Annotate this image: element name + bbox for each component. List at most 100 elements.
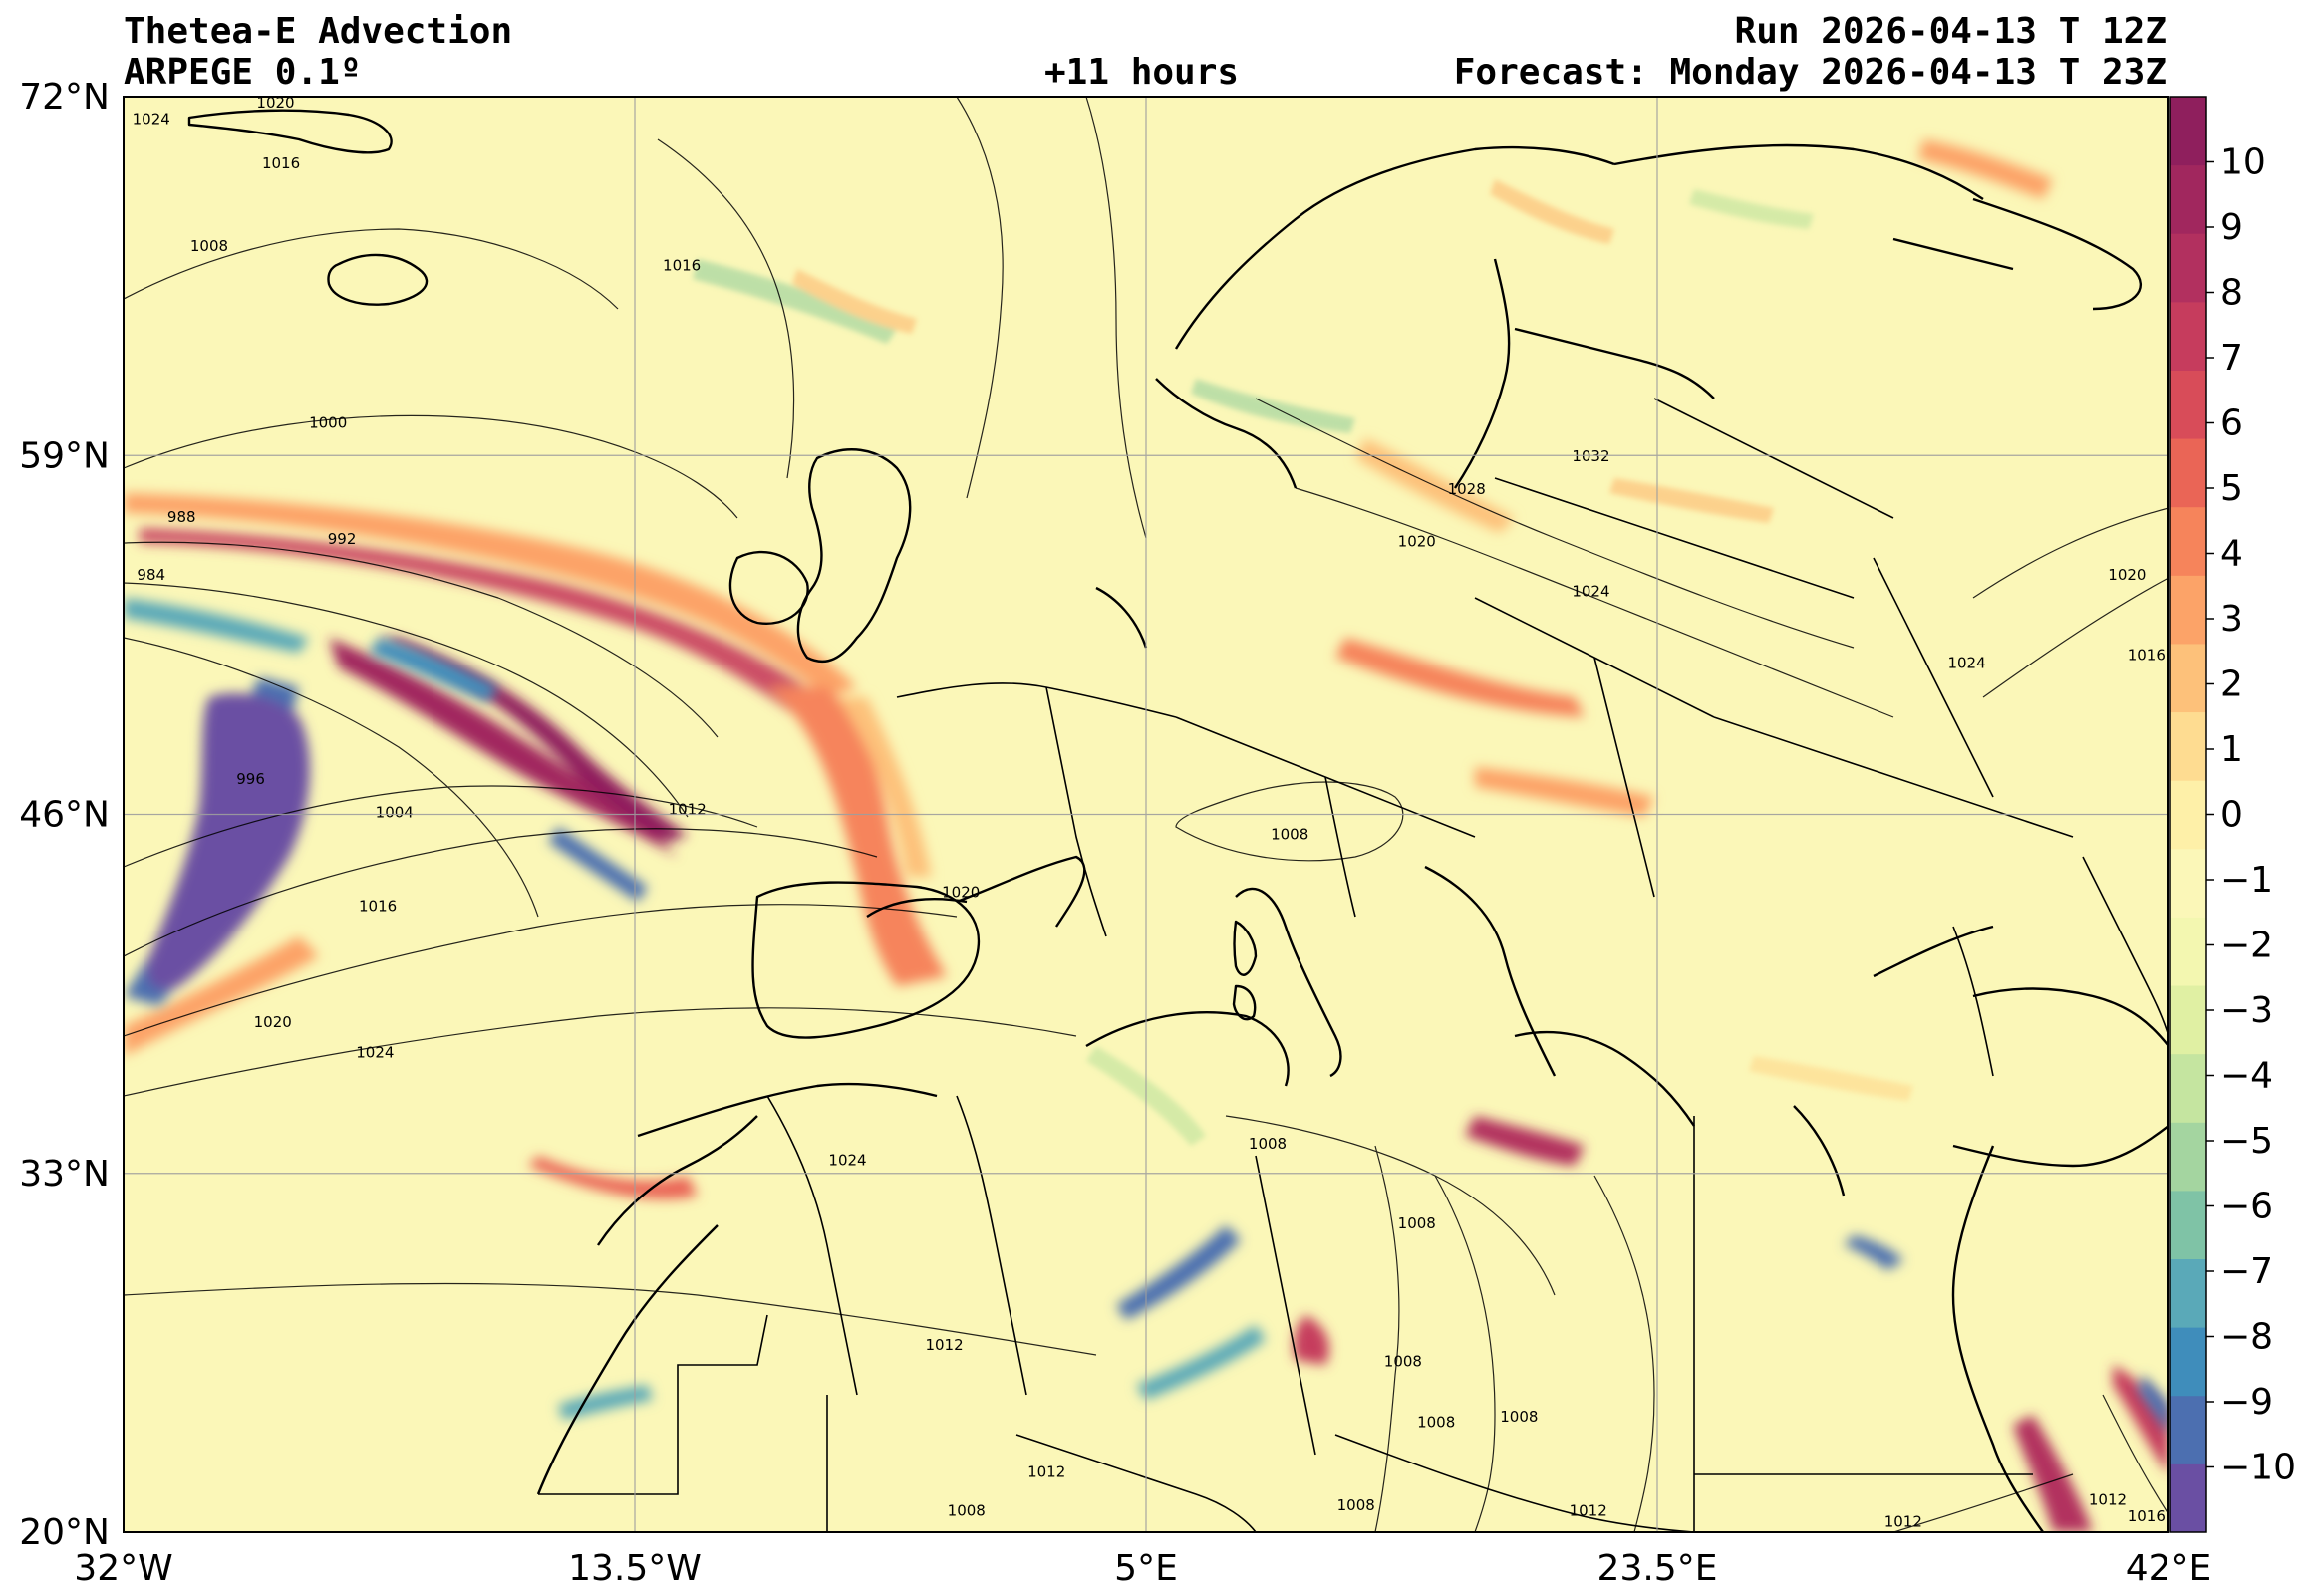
isobar-label: 1016: [2128, 1507, 2166, 1525]
isobar-label: 1008: [1337, 1496, 1375, 1514]
colorbar-segment: [2170, 97, 2206, 166]
colorbar-tick-label: −7: [2220, 1251, 2273, 1292]
colorbar-tick-label: −10: [2220, 1448, 2296, 1488]
isobar-label: 1020: [254, 1013, 292, 1031]
colorbar-segment: [2170, 1190, 2206, 1260]
isobar-label: 1000: [309, 414, 347, 432]
isobar-label: 1008: [1271, 825, 1308, 843]
colorbar-segment: [2170, 848, 2206, 918]
colorbar-tick-label: 0: [2220, 795, 2243, 836]
colorbar-segment: [2170, 370, 2206, 439]
isobar-label: 1016: [262, 154, 300, 172]
isobar-label: 1004: [376, 803, 414, 821]
isobar-label: 984: [137, 566, 165, 584]
axis-labels: 32°W 13.5°W 5°E 23.5°E 42°E 72°N 59°N 46°N 33°N 2…: [19, 77, 2211, 1589]
isobar-label: 1008: [1417, 1414, 1455, 1432]
title-right-2: Forecast: Monday 2026-04-13 T 23Z: [1453, 52, 2167, 93]
colorbar-segment: [2170, 711, 2206, 781]
isobar-label: 1008: [190, 237, 228, 255]
isobar-label: 1020: [942, 884, 980, 902]
isobar-label: 1028: [1448, 480, 1486, 498]
colorbar-tick-label: 9: [2220, 207, 2243, 248]
map-frame: [123, 96, 2169, 1533]
isobar-label: 1008: [1500, 1408, 1538, 1426]
isobar-label: 1012: [925, 1336, 963, 1354]
lat-tick-label: 46°N: [19, 795, 110, 836]
isobar-label: 1012: [2089, 1490, 2127, 1508]
colorbar-segment: [2170, 985, 2206, 1055]
isobar-labels: 1024 1020 1016 1008 1016 1000 988 992 984 996 1004…: [133, 94, 2166, 1530]
colorbar-segment: [2170, 1327, 2206, 1397]
isobar-label: 1020: [1398, 533, 1436, 551]
colorbar-tick-label: −4: [2220, 1056, 2273, 1097]
lat-tick-label: 72°N: [19, 77, 110, 118]
colorbar-tick-label: 7: [2220, 338, 2243, 379]
colorbar-tick-label: −2: [2220, 926, 2273, 966]
title-right-1: Run 2026-04-13 T 12Z: [1734, 11, 2167, 52]
lon-tick-label: 42°E: [2126, 1548, 2212, 1589]
isobars: [124, 97, 2168, 1532]
colorbar-segment: [2170, 1463, 2206, 1533]
title-center: +11 hours: [1044, 52, 1240, 93]
title-left-2: ARPEGE 0.1º: [124, 52, 362, 93]
isobar-label: 1012: [669, 801, 707, 819]
colorbar-tick-label: 4: [2220, 534, 2243, 575]
colorbar-segment: [2170, 506, 2206, 576]
title-left-1: Thetea-E Advection: [124, 11, 513, 52]
graticule: [124, 97, 2168, 1532]
isobar-label: 1008: [948, 1501, 986, 1519]
colorbar-segment: [2170, 1122, 2206, 1192]
country-borders: [538, 398, 2168, 1532]
colorbar-segment: [2170, 917, 2206, 986]
isobar-label: 1012: [1570, 1501, 1607, 1519]
isobar-label: 988: [167, 508, 196, 526]
isobar-label: 1024: [356, 1043, 394, 1061]
colorbar-tick-label: 5: [2220, 468, 2243, 509]
isobar-label: 1024: [1572, 583, 1609, 601]
isobar-label: 1020: [2108, 566, 2146, 584]
colorbar-tick-label: −3: [2220, 990, 2273, 1031]
colorbar-tick-label: 6: [2220, 403, 2243, 444]
lon-tick-label: 5°E: [1114, 1548, 1178, 1589]
colorbar-tick-label: 3: [2220, 599, 2243, 640]
colorbar-tick-label: 10: [2220, 142, 2266, 183]
colorbar-tick-label: 1: [2220, 729, 2243, 770]
colorbar-tick-label: 8: [2220, 273, 2243, 314]
isobar-label: 1008: [1384, 1353, 1422, 1371]
colorbar-tick-label: −9: [2220, 1382, 2273, 1423]
lat-tick-label: 20°N: [19, 1512, 110, 1553]
isobar-label: 1008: [1249, 1135, 1287, 1153]
lat-tick-label: 59°N: [19, 435, 110, 476]
isobar-label: 1024: [1947, 655, 1985, 672]
colorbar-segment: [2170, 164, 2206, 234]
isobar-label: 1008: [1398, 1214, 1436, 1232]
colorbar-segment: [2170, 575, 2206, 645]
colorbar-tick-label: −1: [2220, 860, 2273, 901]
isobar-label: 1016: [359, 897, 397, 915]
colorbar-segment: [2170, 233, 2206, 303]
isobar-label: 1024: [828, 1151, 866, 1169]
isobar-label: 992: [328, 530, 357, 548]
isobar-label: 1024: [133, 111, 170, 129]
colorbar-segment: [2170, 1053, 2206, 1123]
advection-field: [124, 139, 2168, 1532]
lon-tick-label: 23.5°E: [1597, 1548, 1718, 1589]
isobar-label: 1016: [2128, 646, 2166, 664]
colorbar-tick-label: −5: [2220, 1121, 2273, 1162]
colorbar-segment: [2170, 301, 2206, 371]
isobar-label: 1012: [1027, 1463, 1065, 1481]
lon-tick-label: 13.5°W: [568, 1548, 702, 1589]
isobar-label: 1012: [1884, 1512, 1922, 1530]
colorbar-tick-label: −6: [2220, 1187, 2273, 1227]
isobar-label: 1020: [256, 94, 294, 112]
colorbar-segment: [2170, 780, 2206, 850]
coastlines: [187, 109, 2168, 1532]
colorbar-tick-label: −8: [2220, 1317, 2273, 1358]
colorbar-segment: [2170, 643, 2206, 713]
colorbar-segment: [2170, 1395, 2206, 1464]
lat-tick-label: 33°N: [19, 1154, 110, 1195]
lon-tick-label: 32°W: [74, 1548, 172, 1589]
isobar-label: 1016: [663, 257, 701, 275]
